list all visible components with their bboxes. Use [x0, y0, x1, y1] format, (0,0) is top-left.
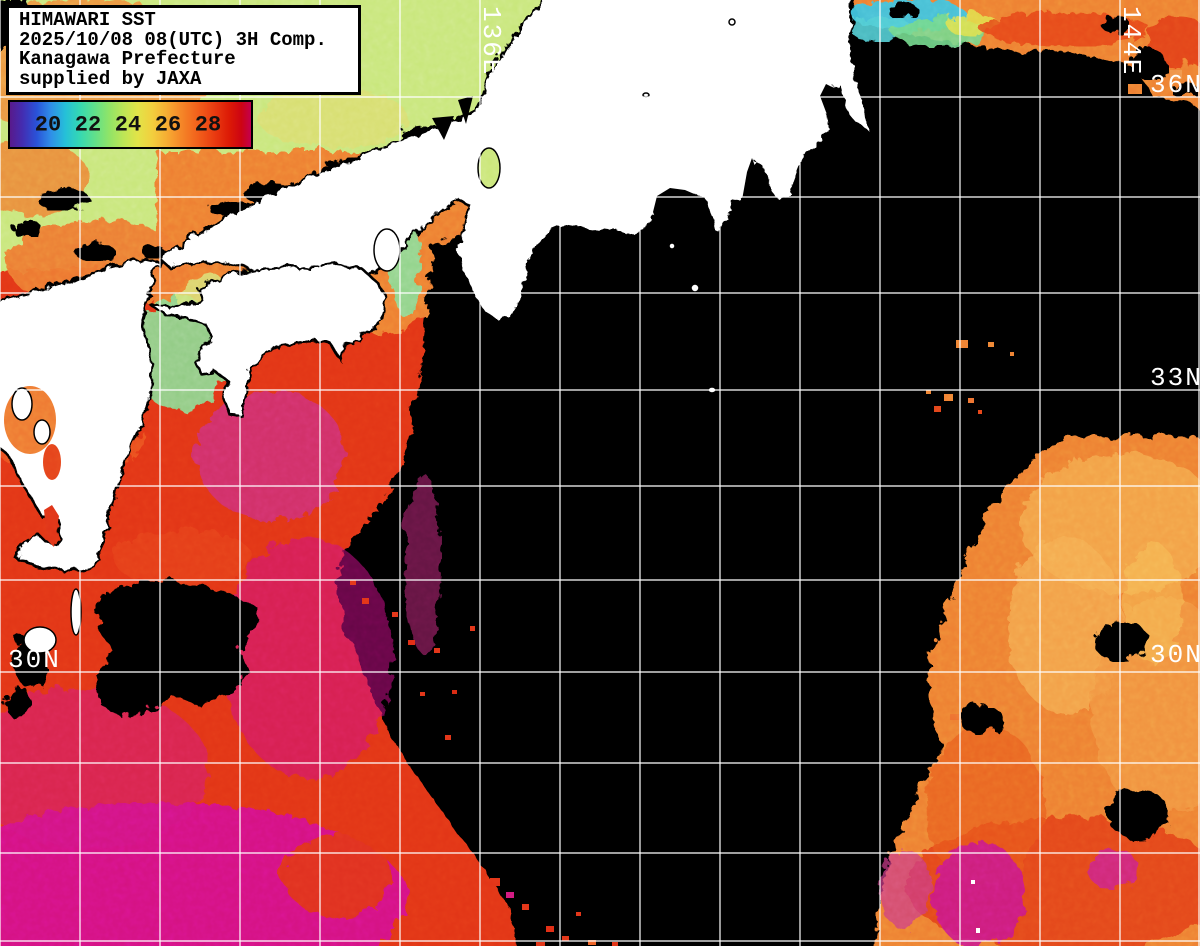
colorbar-tick-28: 28 — [194, 112, 222, 137]
grid-label-33n: 33N — [1150, 363, 1200, 393]
title-line-region: Kanagawa Prefecture — [19, 48, 236, 70]
title-line-datetime: 2025/10/08 08(UTC) 3H Comp. — [19, 28, 327, 51]
sst-colorbar: 20 22 24 26 28 — [8, 100, 253, 149]
grid-label-136e: 136E — [476, 6, 506, 76]
grid-label-144e: 144E — [1116, 6, 1146, 76]
colorbar-tick-26: 26 — [154, 112, 182, 137]
grid-label-30n: 30N — [1150, 640, 1200, 670]
title-box: HIMAWARI SST 2025/10/08 08(UTC) 3H Comp.… — [6, 5, 361, 95]
title-line-credit: supplied by JAXA — [19, 67, 202, 90]
grid-label-30n: 30N — [8, 645, 61, 675]
lat-lon-labels: 36N 33N 30N 30N 136E 144E — [8, 6, 1200, 675]
colorbar-tick-22: 22 — [74, 112, 102, 137]
colorbar-tick-24: 24 — [114, 112, 142, 137]
grid-label-36n: 36N — [1150, 70, 1200, 100]
colorbar-tick-20: 20 — [34, 112, 62, 137]
title-line-product: HIMAWARI SST — [19, 9, 156, 31]
